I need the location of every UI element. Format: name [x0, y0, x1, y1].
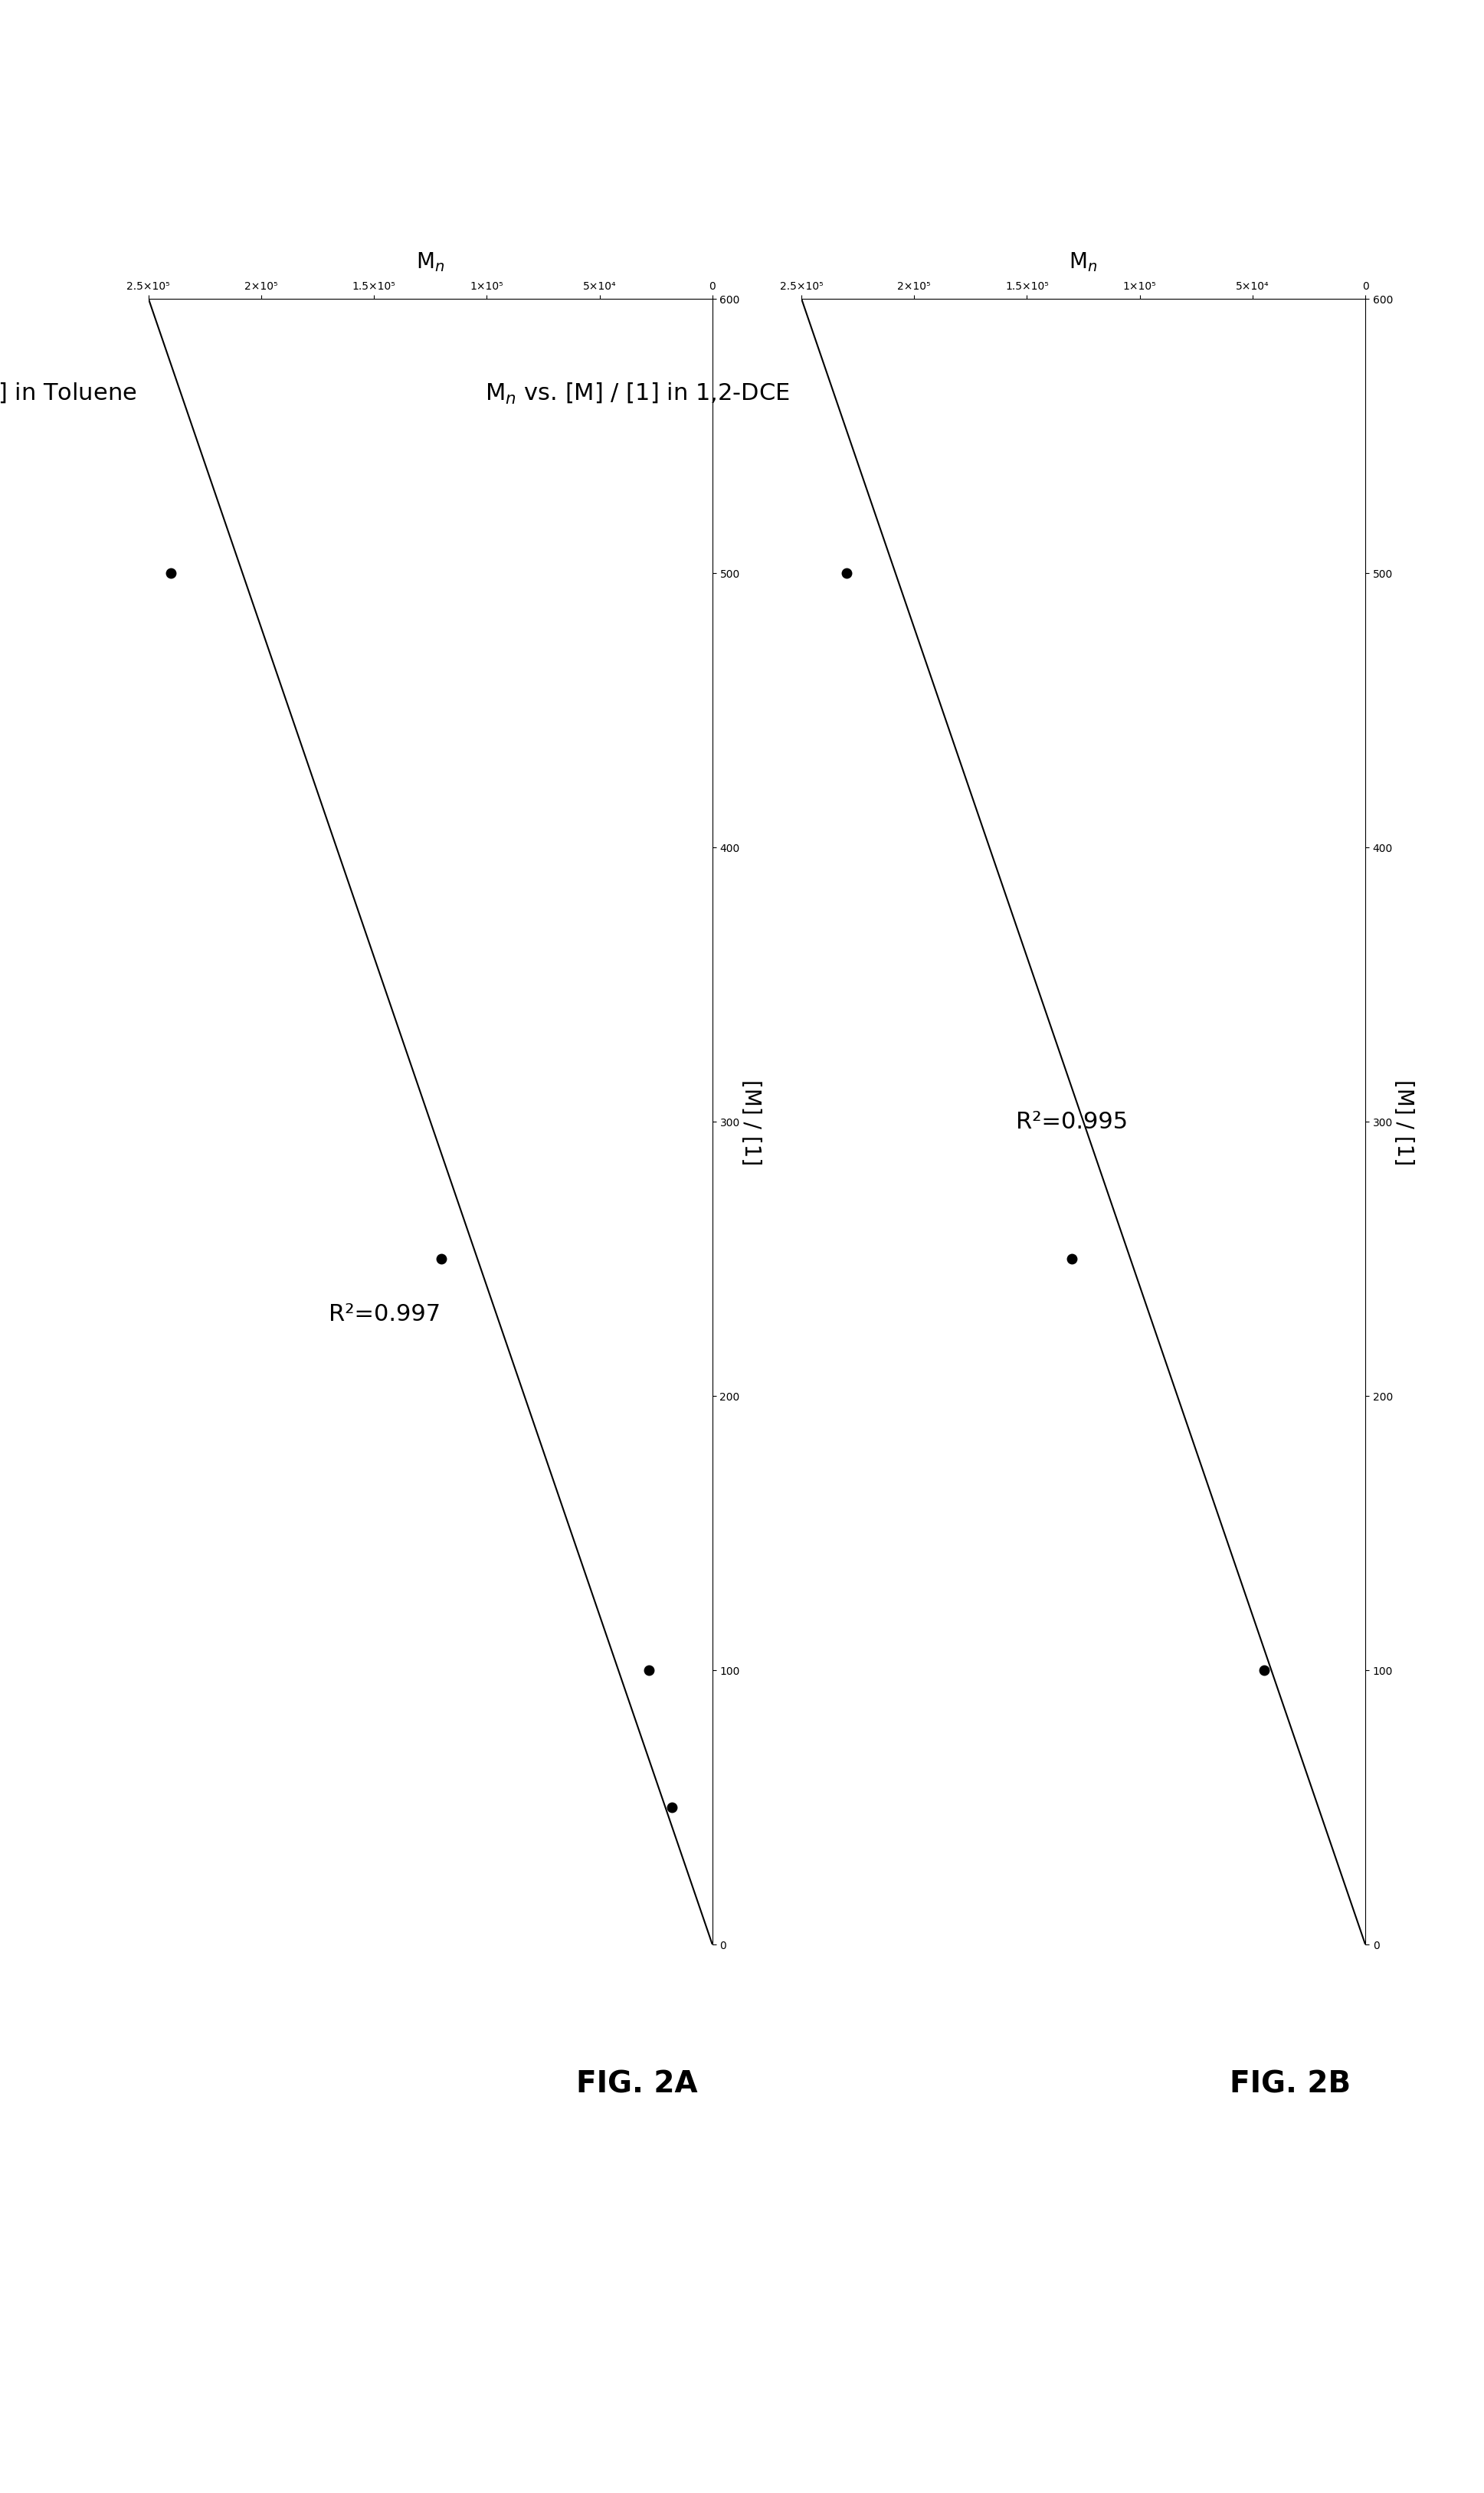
Text: R²=0.995: R²=0.995: [1015, 1112, 1128, 1132]
Point: [1252, 1650, 1276, 1690]
Point: [1060, 1239, 1083, 1279]
Point: [834, 553, 858, 593]
Text: M$_n$ vs. [M] / [1] in 1,2-DCE: M$_n$ vs. [M] / [1] in 1,2-DCE: [485, 381, 789, 406]
Text: M$_n$ vs. [M] / [1] in Toluene: M$_n$ vs. [M] / [1] in Toluene: [0, 381, 137, 406]
Y-axis label: [M] / [1]: [M] / [1]: [1393, 1079, 1414, 1164]
X-axis label: M$_n$: M$_n$: [416, 252, 445, 274]
Y-axis label: [M] / [1]: [M] / [1]: [741, 1079, 761, 1164]
Point: [430, 1239, 454, 1279]
Text: FIG. 2B: FIG. 2B: [1229, 2069, 1350, 2099]
Point: [159, 553, 183, 593]
Text: R²=0.997: R²=0.997: [329, 1304, 441, 1324]
X-axis label: M$_n$: M$_n$: [1068, 252, 1098, 274]
Text: FIG. 2A: FIG. 2A: [576, 2069, 697, 2099]
Point: [660, 1787, 684, 1827]
Point: [637, 1650, 660, 1690]
